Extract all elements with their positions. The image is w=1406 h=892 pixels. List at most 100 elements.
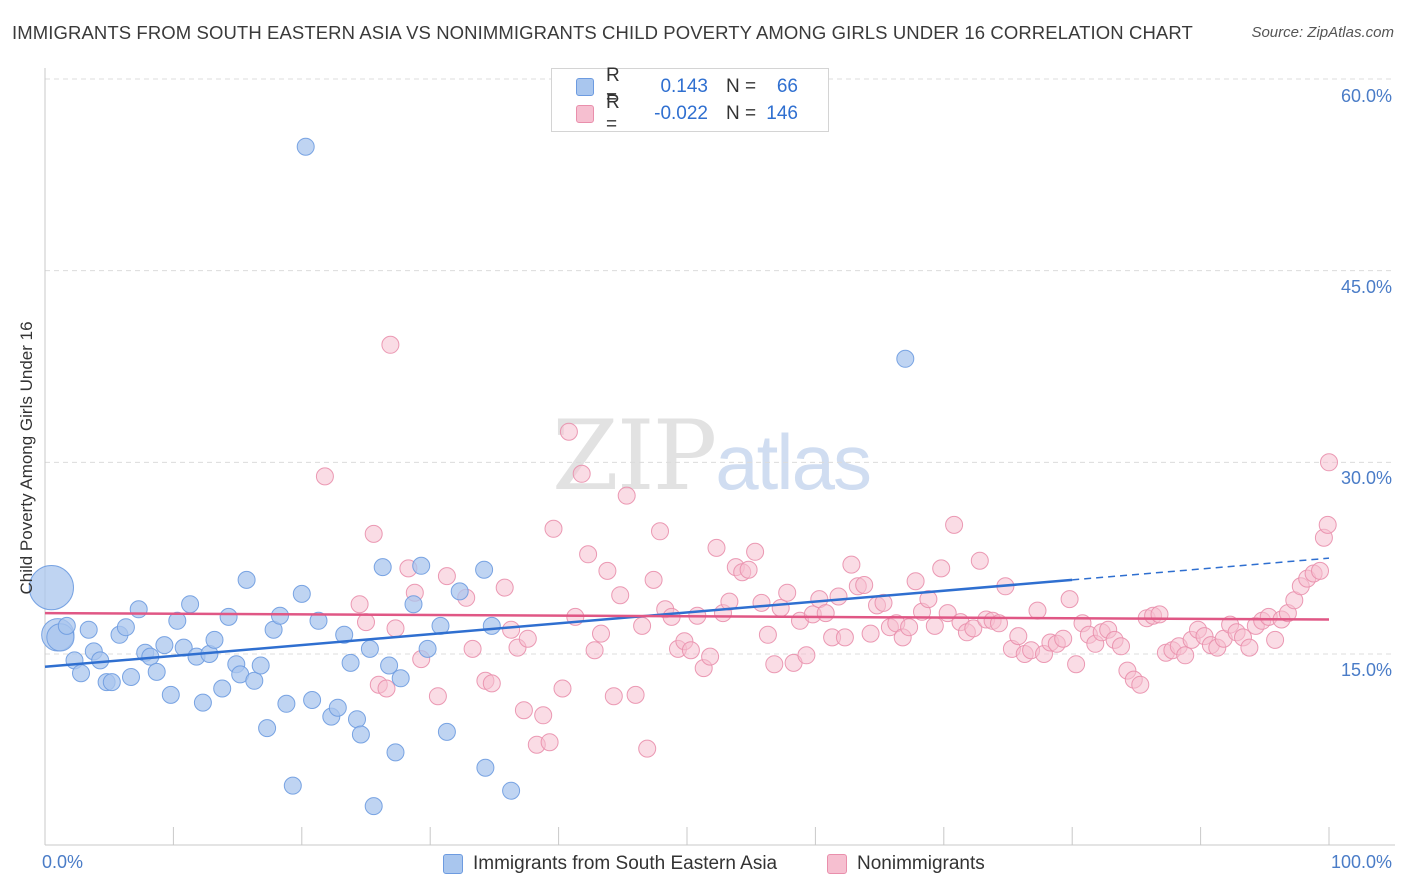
point-nonimmigrants-137 bbox=[1266, 630, 1285, 649]
point-nonimmigrants-76 bbox=[874, 593, 893, 612]
point-nonimmigrants-26 bbox=[553, 679, 572, 698]
point-immigrants-53 bbox=[386, 743, 405, 762]
point-immigrants-24 bbox=[193, 693, 212, 712]
point-immigrants-52 bbox=[380, 656, 399, 675]
point-nonimmigrants-36 bbox=[617, 486, 636, 505]
point-immigrants-40 bbox=[296, 137, 315, 156]
point-immigrants-12 bbox=[116, 618, 135, 637]
point-immigrants-32 bbox=[245, 671, 264, 690]
point-nonimmigrants-29 bbox=[572, 464, 591, 483]
point-nonimmigrants-113 bbox=[1112, 637, 1130, 656]
legend-swatch-immigrants bbox=[576, 78, 594, 96]
point-immigrants-49 bbox=[360, 639, 379, 658]
point-nonimmigrants-58 bbox=[758, 625, 777, 644]
point-nonimmigrants-69 bbox=[829, 587, 848, 606]
point-nonimmigrants-37 bbox=[626, 685, 645, 704]
point-nonimmigrants-56 bbox=[746, 542, 765, 561]
point-immigrants-22 bbox=[181, 595, 200, 614]
point-nonimmigrants-35 bbox=[611, 586, 630, 605]
point-nonimmigrants-49 bbox=[701, 647, 720, 666]
point-immigrants-39 bbox=[292, 584, 311, 603]
point-nonimmigrants-87 bbox=[945, 515, 964, 534]
point-nonimmigrants-5 bbox=[377, 679, 396, 698]
point-nonimmigrants-33 bbox=[598, 561, 617, 580]
point-immigrants-17 bbox=[147, 662, 166, 681]
point-immigrants-19 bbox=[161, 685, 180, 704]
point-nonimmigrants-104 bbox=[1054, 629, 1073, 648]
point-immigrants-65 bbox=[896, 349, 915, 368]
n-value-immigrants: 66 bbox=[776, 76, 798, 97]
legend-label-nonimmigrants: Nonimmigrants bbox=[857, 853, 985, 874]
point-nonimmigrants-12 bbox=[437, 567, 456, 586]
point-nonimmigrants-24 bbox=[540, 733, 559, 752]
point-immigrants-56 bbox=[412, 556, 431, 575]
point-nonimmigrants-119 bbox=[1150, 605, 1169, 624]
point-nonimmigrants-7 bbox=[386, 619, 405, 638]
trendline-immigrants-extension bbox=[1072, 557, 1330, 581]
point-immigrants-36 bbox=[271, 606, 289, 625]
series-legend: Immigrants from South Eastern Asia Nonim… bbox=[0, 853, 1406, 877]
n-value-nonimmigrants: 146 bbox=[766, 103, 798, 124]
point-immigrants-61 bbox=[475, 560, 494, 579]
point-nonimmigrants-67 bbox=[816, 604, 835, 623]
point-immigrants-14 bbox=[129, 600, 148, 619]
point-nonimmigrants-60 bbox=[771, 599, 790, 617]
point-nonimmigrants-11 bbox=[428, 687, 447, 706]
point-immigrants-64 bbox=[502, 781, 521, 800]
point-immigrants-31 bbox=[237, 570, 256, 589]
point-nonimmigrants-0 bbox=[315, 467, 334, 486]
n-key: N = bbox=[726, 103, 757, 124]
point-immigrants-59 bbox=[437, 722, 456, 741]
point-nonimmigrants-21 bbox=[518, 629, 537, 648]
point-nonimmigrants-46 bbox=[681, 641, 700, 660]
point-nonimmigrants-84 bbox=[925, 616, 944, 635]
legend-item-immigrants[interactable]: Immigrants from South Eastern Asia bbox=[443, 853, 777, 875]
point-immigrants-20 bbox=[168, 611, 187, 630]
x-tick-label-max: 100.0% bbox=[1330, 852, 1392, 872]
point-immigrants-33 bbox=[251, 656, 270, 675]
legend-item-nonimmigrants[interactable]: Nonimmigrants bbox=[827, 853, 985, 875]
point-nonimmigrants-41 bbox=[651, 522, 669, 541]
r-key: R = bbox=[606, 65, 620, 108]
point-immigrants-48 bbox=[351, 725, 370, 744]
trendline-nonimmigrants bbox=[44, 611, 1330, 621]
point-nonimmigrants-17 bbox=[495, 578, 514, 597]
point-nonimmigrants-32 bbox=[592, 624, 610, 643]
point-nonimmigrants-3 bbox=[364, 524, 383, 543]
legend-row-nonimmigrants: R = -0.022 N = 146 bbox=[576, 92, 798, 135]
point-nonimmigrants-18 bbox=[502, 620, 521, 639]
point-nonimmigrants-74 bbox=[861, 624, 880, 643]
y-axis-title: Child Poverty Among Girls Under 16 bbox=[17, 321, 36, 595]
correlation-legend: R = 0.143 N = 66 R = -0.022 N = 146 bbox=[551, 65, 829, 135]
point-immigrants-34 bbox=[258, 719, 277, 738]
point-nonimmigrants-100 bbox=[1028, 601, 1047, 620]
point-nonimmigrants-133 bbox=[1240, 638, 1259, 657]
point-nonimmigrants-25 bbox=[544, 519, 563, 538]
point-nonimmigrants-20 bbox=[514, 701, 533, 720]
point-nonimmigrants-83 bbox=[919, 590, 938, 609]
point-immigrants-13 bbox=[122, 668, 140, 686]
point-nonimmigrants-23 bbox=[534, 706, 553, 725]
point-immigrants-0 bbox=[28, 565, 75, 611]
point-immigrants-10 bbox=[102, 673, 121, 692]
point-nonimmigrants-16 bbox=[482, 674, 501, 693]
point-nonimmigrants-80 bbox=[900, 618, 919, 637]
point-nonimmigrants-97 bbox=[1009, 627, 1028, 646]
point-nonimmigrants-91 bbox=[970, 551, 989, 570]
point-nonimmigrants-14 bbox=[463, 639, 482, 658]
point-immigrants-3 bbox=[57, 616, 76, 635]
point-immigrants-44 bbox=[328, 698, 347, 717]
y-tick-label-30: 30.0% bbox=[1340, 468, 1392, 488]
point-immigrants-27 bbox=[213, 679, 232, 698]
point-immigrants-63 bbox=[482, 616, 501, 635]
legend-swatch-immigrants bbox=[443, 854, 463, 874]
point-immigrants-45 bbox=[335, 625, 354, 644]
point-immigrants-41 bbox=[303, 691, 322, 709]
legend-swatch-nonimmigrants bbox=[576, 105, 594, 123]
point-immigrants-50 bbox=[364, 797, 383, 816]
point-nonimmigrants-81 bbox=[906, 572, 925, 591]
point-nonimmigrants-106 bbox=[1067, 655, 1086, 674]
point-nonimmigrants-70 bbox=[835, 628, 854, 647]
r-value-immigrants: 0.143 bbox=[660, 76, 708, 97]
r-value-nonimmigrants: -0.022 bbox=[654, 103, 708, 124]
